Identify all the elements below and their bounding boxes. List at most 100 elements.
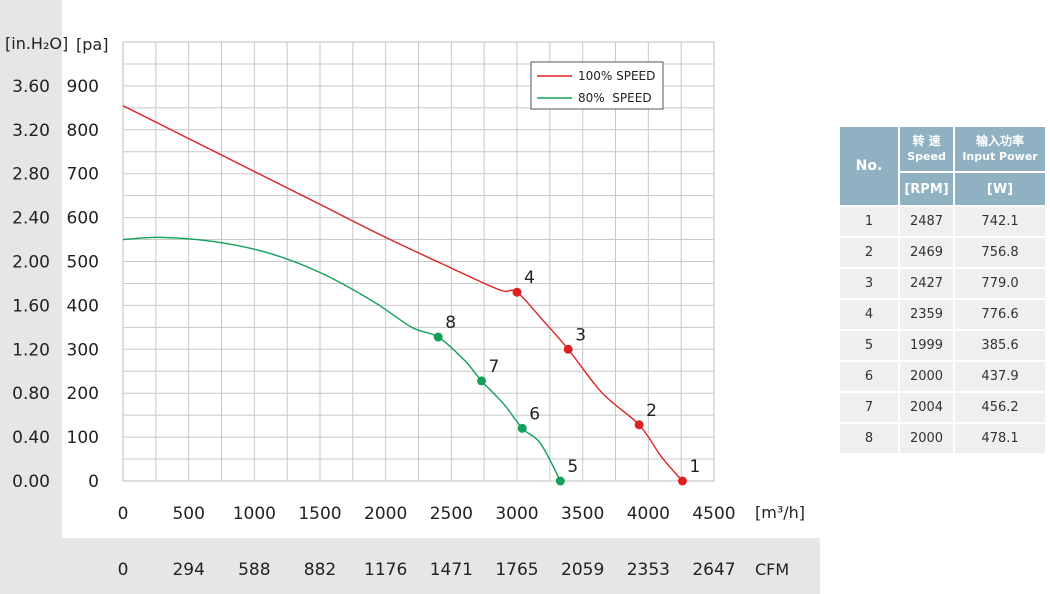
data-point: [477, 376, 487, 386]
x-tick-label: 3500: [561, 504, 604, 524]
y2-tick-label: 2.00: [12, 253, 50, 273]
y-axis-unit: [pa]: [76, 35, 108, 54]
cell-speed: 2004: [897, 391, 956, 424]
y-tick-label: 900: [67, 77, 99, 97]
cfm-tick-label: 1765: [495, 560, 538, 580]
y2-tick-label: 3.20: [12, 121, 50, 141]
cell-speed: 2427: [897, 267, 956, 300]
y2-tick-label: 2.40: [12, 209, 50, 229]
speed-unit-header: [RPM]: [897, 171, 956, 207]
y-tick-label: 100: [67, 428, 99, 448]
cell-speed: 2359: [897, 298, 956, 331]
data-point-label: 5: [567, 457, 578, 477]
axes: 0 500 1000 1500 2000 2500 3000 3500 4000 45000100…: [5, 34, 805, 580]
cfm-tick-label: 294: [172, 560, 204, 580]
table-row: 3 2427 779.0: [838, 267, 1047, 300]
speed-header-cn: 转 速: [912, 134, 941, 148]
data-point-label: 6: [529, 404, 540, 424]
cell-speed: 1999: [897, 329, 956, 362]
cfm-tick-label: 882: [304, 560, 336, 580]
table-row: 2 2469 756.8: [838, 236, 1047, 269]
x-tick-label: 2000: [364, 504, 407, 524]
cfm-tick-label: 2647: [692, 560, 735, 580]
x-tick-label: 500: [172, 504, 204, 524]
legend: 100% SPEED 80% SPEED: [530, 61, 664, 110]
y-tick-label: 300: [67, 340, 99, 360]
data-point: [433, 332, 443, 342]
cfm-tick-label: 2059: [561, 560, 604, 580]
data-point: [517, 423, 527, 433]
power-header-cn: 输入功率: [976, 134, 1025, 148]
y-tick-label: 700: [67, 165, 99, 185]
cell-no: 6: [838, 360, 900, 393]
legend-box: [530, 61, 664, 110]
x-tick-label: 1000: [233, 504, 276, 524]
cell-no: 7: [838, 391, 900, 424]
y-tick-label: 400: [67, 296, 99, 316]
col-no-header: No.: [838, 125, 900, 207]
y-tick-label: 200: [67, 384, 99, 404]
y2-tick-label: 0.80: [12, 384, 50, 404]
cell-no: 8: [838, 422, 900, 455]
x-tick-label: 4500: [692, 504, 735, 524]
table-row: 5 1999 385.6: [838, 329, 1047, 362]
power-unit-header: [W]: [953, 171, 1047, 207]
data-point-label: 7: [489, 357, 500, 377]
cell-power: 385.6: [953, 329, 1047, 362]
y2-tick-label: 3.60: [12, 77, 50, 97]
x-tick-label: 4000: [627, 504, 670, 524]
cell-speed: 2000: [897, 422, 956, 455]
x-tick-label: 1500: [298, 504, 341, 524]
data-point-label: 1: [689, 457, 700, 477]
cfm-tick-label: 588: [238, 560, 270, 580]
markers: 4 3 2 1 8 7 6 5: [433, 268, 700, 486]
y2-tick-label: 1.60: [12, 296, 50, 316]
data-point-label: 8: [445, 313, 456, 333]
y-tick-label: 600: [67, 209, 99, 229]
series-line-full-speed: [122, 105, 684, 482]
data-point: [634, 420, 644, 430]
cell-power: 756.8: [953, 236, 1047, 269]
table-row: 7 2004 456.2: [838, 391, 1047, 424]
data-point: [677, 476, 687, 486]
data-point: [563, 344, 573, 354]
y-tick-label: 800: [67, 121, 99, 141]
speed-header-en: Speed: [907, 150, 946, 163]
col-speed-header: 转 速 Speed: [897, 125, 956, 173]
y2-axis-unit: [in.H₂O]: [5, 34, 68, 53]
cell-speed: 2487: [897, 205, 956, 238]
cell-speed: 2000: [897, 360, 956, 393]
cell-power: 437.9: [953, 360, 1047, 393]
cell-no: 2: [838, 236, 900, 269]
y2-tick-label: 0.40: [12, 428, 50, 448]
cell-power: 779.0: [953, 267, 1047, 300]
col-power-header: 输入功率 Input Power: [953, 125, 1047, 173]
cell-no: 1: [838, 205, 900, 238]
table-row: 4 2359 776.6: [838, 298, 1047, 331]
data-point: [555, 476, 565, 486]
cfm-tick-label: 1176: [364, 560, 407, 580]
table-row: 8 2000 478.1: [838, 422, 1047, 455]
y-tick-label: 500: [67, 253, 99, 273]
data-point: [512, 287, 522, 297]
y2-tick-label: 0.00: [12, 472, 50, 492]
power-header-en: Input Power: [962, 150, 1038, 163]
x-tick-label: 2500: [430, 504, 473, 524]
cell-power: 456.2: [953, 391, 1047, 424]
grid: [123, 42, 714, 481]
cfm-tick-label: 0: [118, 560, 129, 580]
data-point-label: 2: [646, 401, 657, 421]
cell-no: 4: [838, 298, 900, 331]
data-point-label: 3: [575, 325, 586, 345]
cfm-tick-label: 1471: [430, 560, 473, 580]
fan-spec-table: No. 转 速 Speed 输入功率 Input Power [RPM] [W]…: [838, 125, 1047, 455]
cell-no: 3: [838, 267, 900, 300]
cell-no: 5: [838, 329, 900, 362]
cell-power: 776.6: [953, 298, 1047, 331]
legend-label: 80% SPEED: [578, 91, 652, 105]
table-row: 1 2487 742.1: [838, 205, 1047, 238]
y2-tick-label: 1.20: [12, 340, 50, 360]
cfm-tick-label: 2353: [627, 560, 670, 580]
x-tick-label: 3000: [495, 504, 538, 524]
